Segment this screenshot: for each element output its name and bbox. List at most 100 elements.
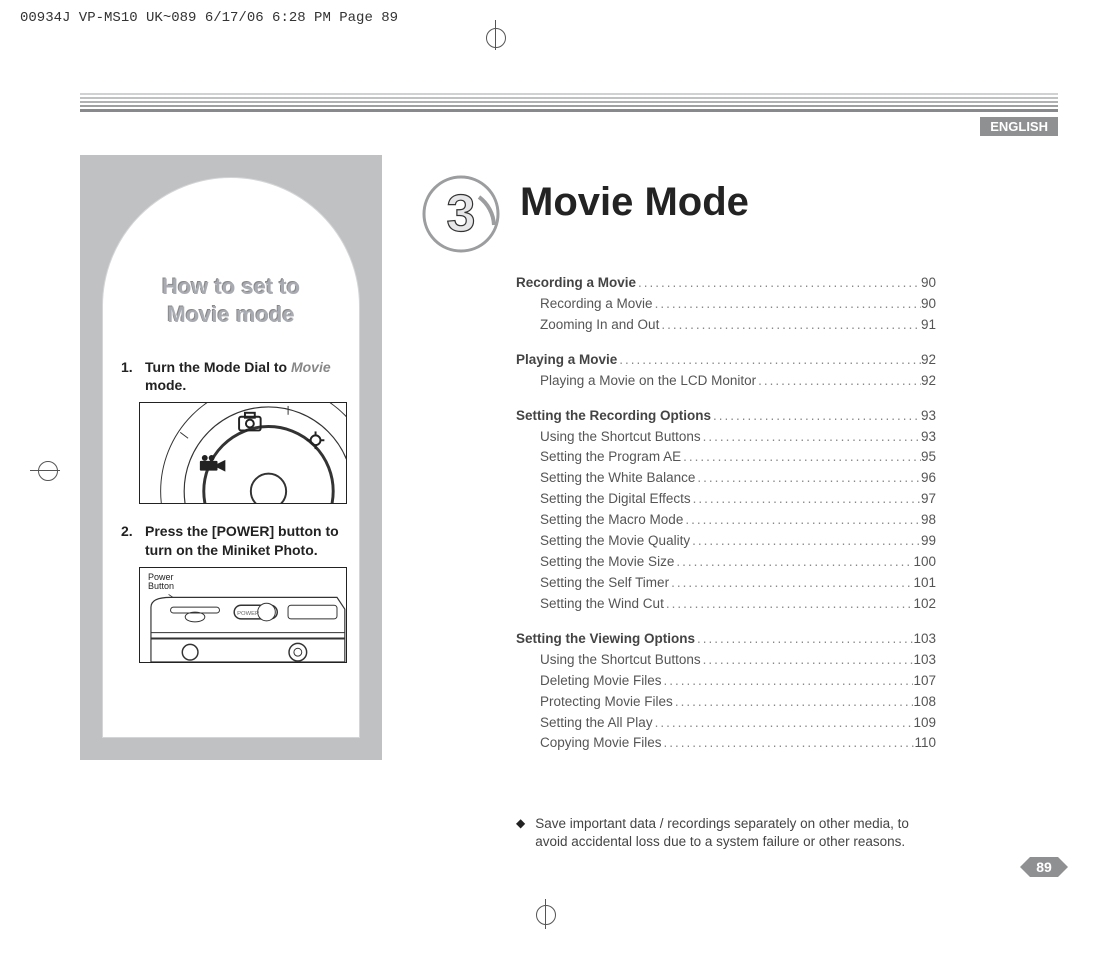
toc-page-number: 109 [913, 713, 936, 734]
toc-row: Copying Movie Files 110 [516, 733, 936, 754]
footnote: ◆ Save important data / recordings separ… [516, 815, 936, 851]
chapter-title: Movie Mode [520, 180, 749, 225]
toc-page-number: 92 [921, 350, 936, 371]
toc-leader-dots [662, 733, 915, 754]
toc-row: Deleting Movie Files107 [516, 671, 936, 692]
toc-label: Copying Movie Files [540, 733, 662, 754]
toc-leader-dots [653, 713, 914, 734]
sidebar-steps: 1. Turn the Mode Dial to Movie mode. [103, 328, 359, 663]
language-badge: ENGLISH [980, 117, 1058, 136]
footnote-text: Save important data / recordings separat… [535, 815, 936, 851]
toc-page-number: 93 [921, 406, 936, 427]
toc-leader-dots [695, 468, 921, 489]
toc-label: Setting the Macro Mode [540, 510, 683, 531]
toc-label: Setting the All Play [540, 713, 653, 734]
toc-row: Setting the Digital Effects97 [516, 489, 936, 510]
toc-row: Playing a Movie on the LCD Monitor92 [516, 371, 936, 392]
page-number-badge: 89 [1020, 852, 1068, 882]
toc-row: Zooming In and Out 91 [516, 315, 936, 336]
toc-label: Playing a Movie on the LCD Monitor [540, 371, 756, 392]
pb-b: Button [148, 581, 174, 591]
toc-row: Setting the Movie Size 100 [516, 552, 936, 573]
toc-label: Setting the Wind Cut [540, 594, 664, 615]
toc-label: Using the Shortcut Buttons [540, 650, 701, 671]
toc-label: Playing a Movie [516, 350, 617, 371]
table-of-contents: Recording a Movie90Recording a Movie90Zo… [516, 273, 936, 768]
toc-page-number: 91 [921, 315, 936, 336]
sidebar-title-line2: Movie mode [167, 302, 294, 327]
sidebar-title-line1: How to set to [162, 274, 300, 299]
toc-label: Setting the Viewing Options [516, 629, 695, 650]
crop-mark-icon [530, 899, 560, 929]
step-text: Turn the Mode Dial to Movie mode. [145, 358, 341, 394]
toc-page-number: 107 [913, 671, 936, 692]
toc-page-number: 101 [913, 573, 936, 594]
toc-label: Setting the Recording Options [516, 406, 711, 427]
toc-label: Using the Shortcut Buttons [540, 427, 701, 448]
toc-page-number: 97 [921, 489, 936, 510]
toc-page-number: 90 [921, 273, 936, 294]
toc-leader-dots [659, 315, 921, 336]
toc-label: Recording a Movie [516, 273, 636, 294]
power-button-illustration: Power Button POWER [139, 567, 347, 663]
toc-leader-dots [691, 489, 921, 510]
toc-row: Protecting Movie Files108 [516, 692, 936, 713]
toc-leader-dots [653, 294, 921, 315]
toc-page-number: 93 [921, 427, 936, 448]
step-number: 2. [121, 522, 139, 558]
toc-page-number: 102 [913, 594, 936, 615]
toc-leader-dots [674, 552, 913, 573]
step-text: Press the [POWER] button to turn on the … [145, 522, 341, 558]
toc-row: Setting the Viewing Options 103 [516, 629, 936, 650]
svg-text:89: 89 [1036, 859, 1052, 875]
toc-row: Using the Shortcut Buttons 103 [516, 650, 936, 671]
sidebar-panel: How to set to Movie mode 1. Turn the Mod… [80, 155, 382, 760]
toc-row: Setting the Macro Mode 98 [516, 510, 936, 531]
toc-leader-dots [683, 510, 921, 531]
toc-leader-dots [695, 629, 913, 650]
toc-section: Playing a Movie92Playing a Movie on the … [516, 350, 936, 392]
toc-page-number: 103 [913, 629, 936, 650]
toc-label: Zooming In and Out [540, 315, 659, 336]
toc-page-number: 100 [913, 552, 936, 573]
toc-label: Setting the Movie Size [540, 552, 674, 573]
toc-page-number: 90 [921, 294, 936, 315]
toc-label: Setting the Movie Quality [540, 531, 690, 552]
toc-page-number: 103 [913, 650, 936, 671]
toc-label: Setting the Self Timer [540, 573, 669, 594]
toc-page-number: 110 [914, 733, 936, 754]
toc-section: Setting the Recording Options93Using the… [516, 406, 936, 615]
toc-leader-dots [690, 531, 921, 552]
toc-row: Setting the Movie Quality 99 [516, 531, 936, 552]
step1-b: mode. [145, 377, 186, 393]
toc-leader-dots [711, 406, 921, 427]
toc-row: Setting the Self Timer 101 [516, 573, 936, 594]
diamond-bullet-icon: ◆ [516, 815, 525, 851]
toc-page-number: 108 [913, 692, 936, 713]
header-rules [80, 93, 1058, 114]
toc-page-number: 95 [921, 447, 936, 468]
toc-row: Using the Shortcut Buttons 93 [516, 427, 936, 448]
toc-leader-dots [701, 427, 921, 448]
toc-leader-dots [664, 594, 914, 615]
toc-row: Setting the Wind Cut 102 [516, 594, 936, 615]
toc-label: Recording a Movie [540, 294, 653, 315]
toc-label: Setting the Program AE [540, 447, 681, 468]
crop-mark-icon [30, 455, 60, 485]
toc-leader-dots [617, 350, 921, 371]
toc-page-number: 98 [921, 510, 936, 531]
svg-text:POWER: POWER [237, 611, 259, 617]
toc-section: Setting the Viewing Options103Using the … [516, 629, 936, 755]
toc-page-number: 99 [921, 531, 936, 552]
toc-row: Setting the Program AE 95 [516, 447, 936, 468]
toc-row: Setting the All Play 109 [516, 713, 936, 734]
sidebar-title: How to set to Movie mode [103, 273, 359, 328]
step-number: 1. [121, 358, 139, 394]
toc-leader-dots [701, 650, 914, 671]
crop-mark-icon [480, 20, 510, 50]
toc-row: Setting the White Balance96 [516, 468, 936, 489]
toc-leader-dots [669, 573, 913, 594]
chapter-number: 3 [447, 185, 476, 243]
chapter-number-badge: 3 [422, 175, 500, 253]
step-2: 2. Press the [POWER] button to turn on t… [121, 522, 341, 662]
